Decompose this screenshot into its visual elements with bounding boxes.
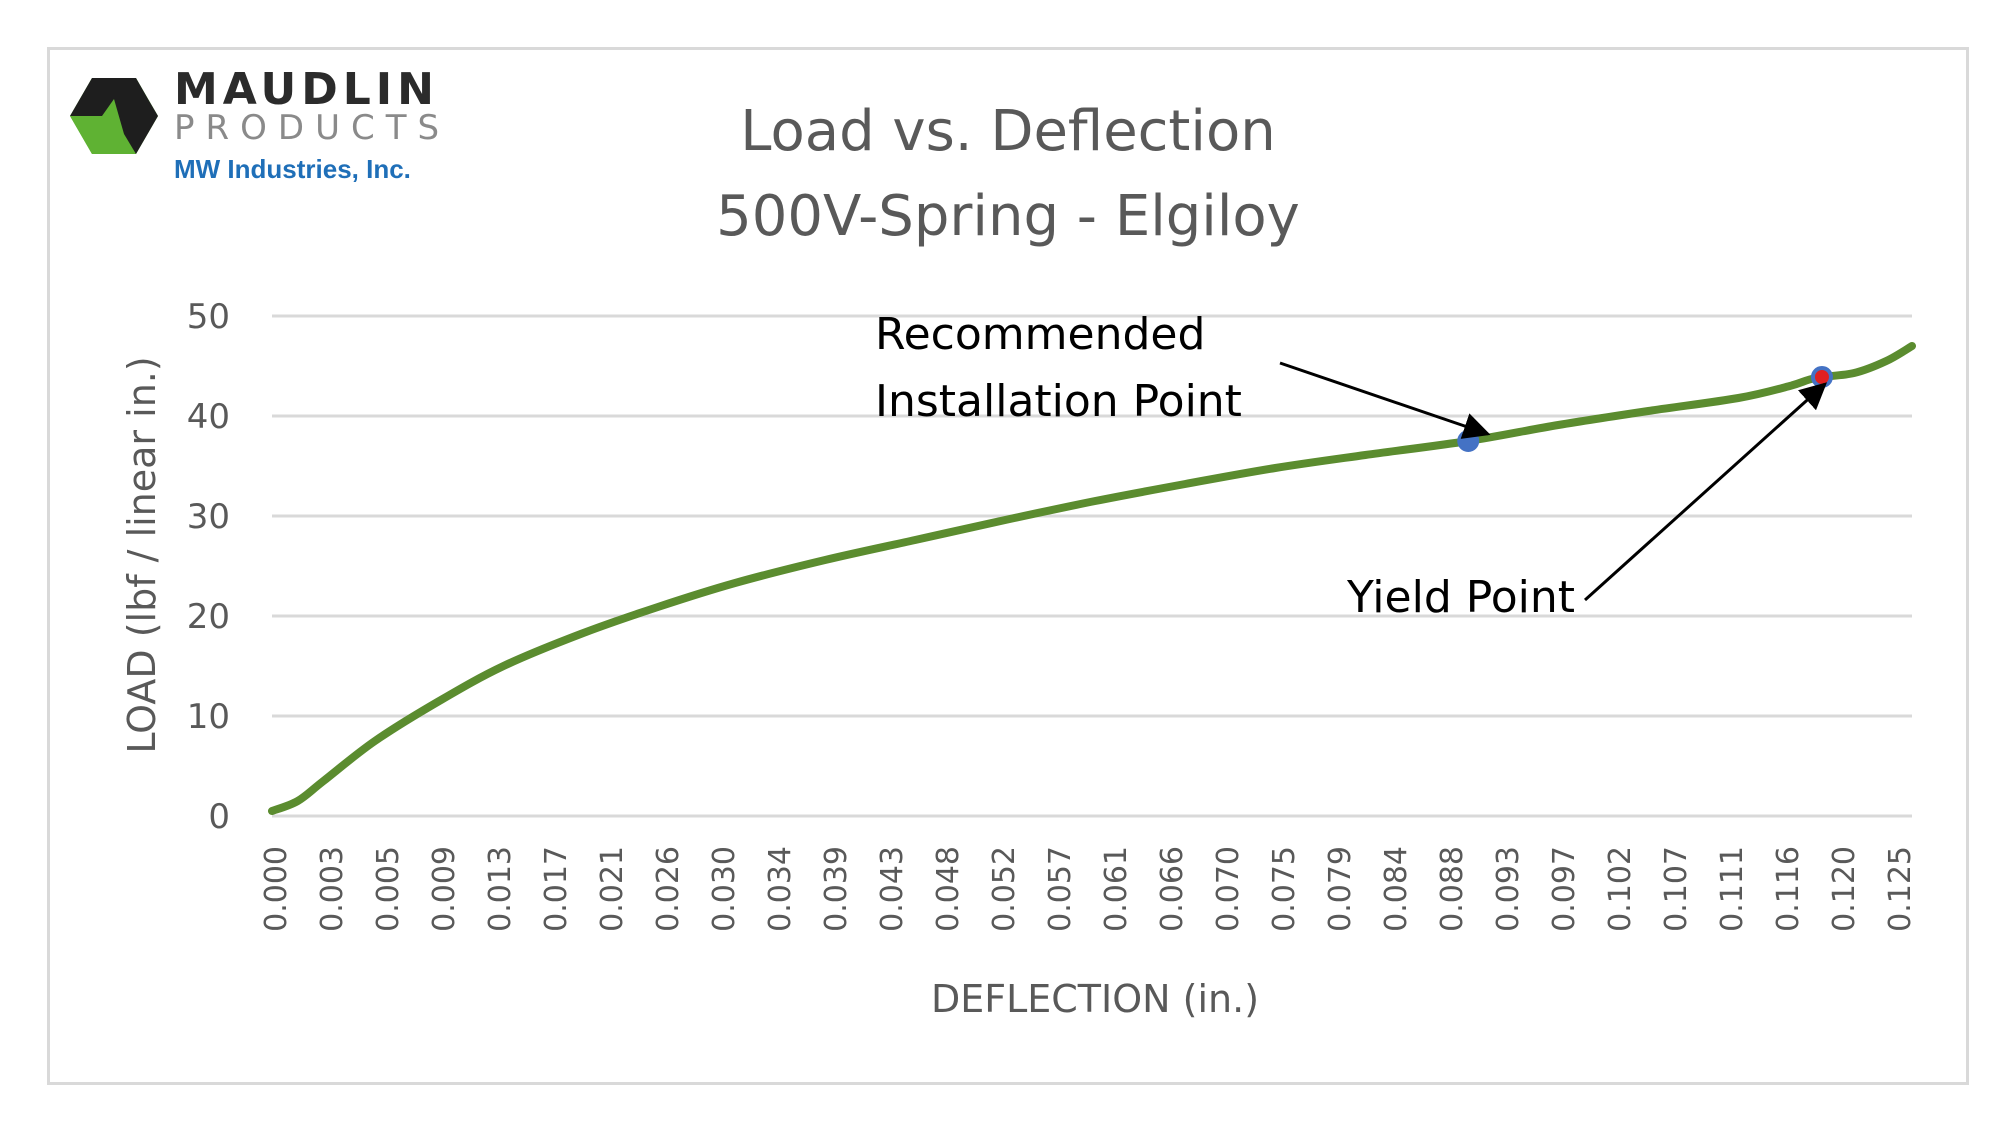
hexagon-logo-icon: [70, 78, 158, 154]
annotation-yield: Yield Point: [1346, 572, 1575, 623]
x-tick-label: 0.111: [1715, 846, 1750, 932]
y-tick-label: 40: [187, 397, 230, 437]
y-tick-label: 0: [208, 797, 230, 837]
yield-point-marker: [1810, 366, 1833, 388]
x-tick-label: 0.116: [1771, 846, 1806, 932]
x-tick-label: 0.003: [315, 846, 350, 932]
logo-name-top: MAUDLIN: [174, 64, 439, 115]
recommended-installation-marker: [1457, 430, 1480, 452]
y-tick-label: 30: [187, 497, 230, 537]
x-tick-label: 0.093: [1491, 846, 1526, 932]
x-tick-label: 0.120: [1827, 846, 1862, 932]
company-logo: MAUDLIN PRODUCTS MW Industries, Inc.: [64, 64, 544, 204]
x-tick-label: 0.005: [371, 846, 406, 932]
x-tick-label: 0.097: [1547, 846, 1582, 932]
x-tick-label: 0.066: [1155, 846, 1190, 932]
logo-name-bottom: PRODUCTS: [174, 108, 451, 148]
y-axis-ticks: 0 10 20 30 40 50: [187, 297, 230, 837]
yield-arrow: [1583, 382, 1828, 602]
x-axis-ticks: 0.000 0.003 0.005 0.009 0.013 0.017 0.021 0.026…: [259, 846, 1918, 932]
x-tick-label: 0.107: [1659, 846, 1694, 932]
logo-parent-company: MW Industries, Inc.: [174, 154, 411, 184]
x-tick-label: 0.048: [931, 846, 966, 932]
x-tick-label: 0.102: [1603, 846, 1638, 932]
x-tick-label: 0.000: [259, 846, 294, 932]
x-tick-label: 0.088: [1435, 846, 1470, 932]
y-axis-label: LOAD (lbf / linear in.): [120, 356, 164, 753]
x-tick-label: 0.009: [427, 846, 462, 932]
x-tick-label: 0.084: [1379, 846, 1414, 932]
recommended-arrow: [1279, 361, 1491, 439]
load-deflection-line: [268, 342, 1916, 815]
x-tick-label: 0.079: [1323, 846, 1358, 932]
chart-title-line-1: Load vs. Deflection: [740, 99, 1275, 164]
y-tick-label: 10: [187, 697, 230, 737]
x-tick-label: 0.034: [763, 846, 798, 932]
x-tick-label: 0.021: [595, 846, 630, 932]
x-tick-label: 0.075: [1267, 846, 1302, 932]
x-axis-label: DEFLECTION (in.): [931, 977, 1259, 1021]
x-tick-label: 0.125: [1883, 846, 1918, 932]
x-tick-label: 0.061: [1099, 846, 1134, 932]
y-tick-label: 20: [187, 597, 230, 637]
x-tick-label: 0.043: [875, 846, 910, 932]
x-tick-label: 0.026: [651, 846, 686, 932]
annotation-recommended-line-1: Recommended: [875, 309, 1205, 360]
x-tick-label: 0.052: [987, 846, 1022, 932]
chart-frame: [47, 47, 1969, 1085]
chart-title-line-2: 500V-Spring - Elgiloy: [716, 184, 1300, 249]
annotation-recommended-line-2: Installation Point: [875, 376, 1242, 427]
y-tick-label: 50: [187, 297, 230, 337]
x-tick-label: 0.039: [819, 846, 854, 932]
x-tick-label: 0.013: [483, 846, 518, 932]
x-tick-label: 0.057: [1043, 846, 1078, 932]
x-tick-label: 0.070: [1211, 846, 1246, 932]
x-tick-label: 0.017: [539, 846, 574, 932]
x-tick-label: 0.030: [707, 846, 742, 932]
